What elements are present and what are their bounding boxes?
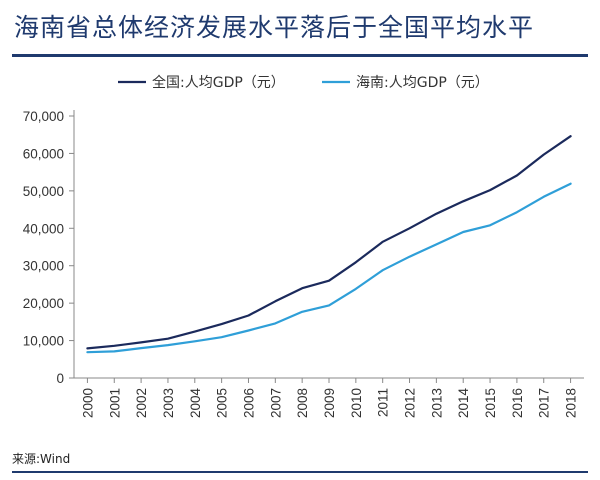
chart-title: 海南省总体经济发展水平落后于全国平均水平 bbox=[14, 13, 535, 42]
x-tick-label: 2011 bbox=[376, 388, 391, 417]
x-tick-label: 2012 bbox=[403, 388, 418, 418]
y-tick-label: 50,000 bbox=[23, 184, 64, 199]
legend-label-0: 全国:人均GDP（元） bbox=[152, 74, 285, 91]
x-tick-label: 2007 bbox=[268, 388, 283, 418]
x-tick-label: 2003 bbox=[161, 388, 176, 418]
x-tick-label: 2016 bbox=[510, 388, 525, 418]
x-tick-label: 2009 bbox=[322, 388, 337, 418]
x-tick-label: 2015 bbox=[483, 388, 498, 418]
x-tick-label: 2005 bbox=[215, 388, 230, 418]
x-tick-label: 2013 bbox=[429, 388, 444, 418]
y-tick-label: 40,000 bbox=[23, 221, 64, 236]
title-divider bbox=[12, 54, 588, 57]
y-tick-label: 0 bbox=[56, 371, 64, 386]
series-line-1 bbox=[86, 182, 572, 354]
x-tick-label: 2008 bbox=[295, 388, 310, 418]
x-tick-label: 2006 bbox=[241, 388, 256, 418]
x-tick-label: 2018 bbox=[564, 388, 579, 418]
x-axis: 2000 2001 2002 2003 2004 2005 2006 2007 2008 2009… bbox=[74, 377, 584, 419]
chart-legend: 全国:人均GDP（元） 海南:人均GDP（元） bbox=[118, 74, 489, 91]
y-axis: 0 10,000 20,000 30,000 40,000 50,000 60,000 70,… bbox=[23, 109, 75, 386]
x-tick-label: 2002 bbox=[134, 388, 149, 418]
y-tick-label: 60,000 bbox=[23, 146, 64, 161]
line-chart: 全国:人均GDP（元） 海南:人均GDP（元） 0 10,000 20,000 30,0… bbox=[23, 74, 584, 419]
x-tick-label: 2000 bbox=[80, 388, 95, 418]
bottom-divider bbox=[12, 471, 588, 473]
x-tick-label: 2004 bbox=[188, 388, 203, 419]
y-tick-label: 30,000 bbox=[23, 259, 64, 274]
x-tick-label: 2010 bbox=[349, 388, 364, 418]
source-note: 来源:Wind bbox=[12, 452, 71, 466]
x-tick-label: 2014 bbox=[456, 388, 471, 419]
series-lines bbox=[86, 135, 572, 354]
y-tick-label: 10,000 bbox=[23, 334, 64, 349]
series-line-0 bbox=[86, 135, 572, 350]
x-tick-label: 2017 bbox=[537, 388, 552, 418]
y-tick-label: 70,000 bbox=[23, 109, 64, 124]
y-tick-label: 20,000 bbox=[23, 296, 64, 311]
legend-label-1: 海南:人均GDP（元） bbox=[356, 75, 489, 91]
x-tick-label: 2001 bbox=[107, 388, 122, 418]
